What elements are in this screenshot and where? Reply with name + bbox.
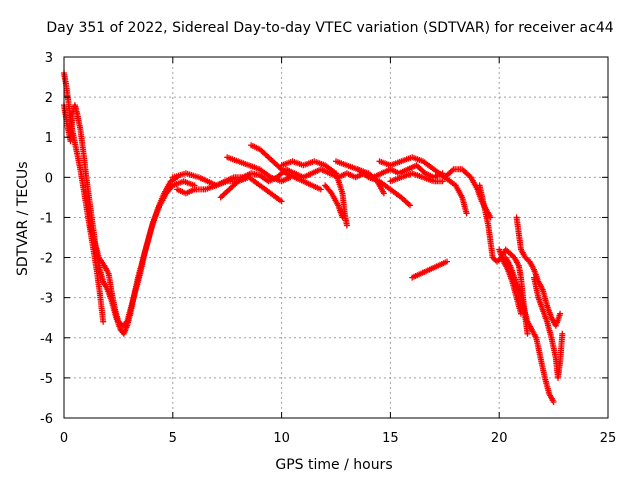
data-track bbox=[322, 182, 346, 221]
y-tick-label: -6 bbox=[40, 412, 53, 427]
data-track bbox=[387, 170, 446, 185]
y-tick-label: -3 bbox=[40, 292, 53, 307]
y-axis-label: SDTVAR / TECUs bbox=[15, 161, 31, 276]
chart-title: Day 351 of 2022, Sidereal Day-to-day VTE… bbox=[46, 20, 614, 36]
y-tick-label: -2 bbox=[40, 252, 53, 267]
x-tick-label: 5 bbox=[169, 431, 177, 446]
plot-background bbox=[64, 57, 608, 418]
y-tick-label: -1 bbox=[40, 211, 53, 226]
data-track bbox=[224, 154, 294, 185]
y-tick-label: -4 bbox=[40, 332, 53, 347]
data-point-markers bbox=[217, 174, 250, 201]
data-track bbox=[354, 166, 413, 209]
x-tick-label: 10 bbox=[273, 431, 290, 446]
data-track bbox=[217, 174, 250, 201]
y-tick-label: 1 bbox=[45, 131, 53, 146]
data-point-markers bbox=[531, 274, 566, 381]
data-point-markers bbox=[322, 182, 346, 221]
data-point-markers bbox=[224, 154, 294, 185]
x-axis-ticks: 0 5 10 15 20 25 bbox=[60, 57, 616, 446]
data-point-markers bbox=[354, 166, 413, 209]
y-tick-label: 0 bbox=[45, 171, 53, 186]
y-tick-label: 3 bbox=[45, 51, 53, 66]
y-tick-label: 2 bbox=[45, 91, 53, 106]
data-point-markers bbox=[502, 254, 557, 405]
data-point-markers bbox=[496, 246, 524, 317]
y-axis-ticks: -6 -5 -4 -3 -2 -1 0 1 2 3 bbox=[40, 51, 608, 427]
data-point-markers bbox=[87, 178, 198, 329]
data-track bbox=[513, 214, 564, 329]
data-point-markers bbox=[387, 170, 446, 185]
data-track bbox=[531, 274, 566, 381]
data-point-markers bbox=[169, 162, 446, 189]
data-point-markers bbox=[278, 158, 350, 229]
data-point-markers bbox=[248, 142, 324, 193]
data-point-markers bbox=[409, 258, 450, 281]
data-track bbox=[87, 178, 198, 329]
grid-lines bbox=[64, 57, 608, 418]
x-tick-label: 0 bbox=[60, 431, 68, 446]
data-track bbox=[278, 158, 350, 229]
data-track bbox=[496, 246, 524, 317]
y-tick-label: -5 bbox=[40, 372, 53, 387]
x-tick-label: 25 bbox=[600, 431, 617, 446]
data-track bbox=[409, 258, 450, 281]
data-track bbox=[376, 154, 470, 217]
data-point-markers bbox=[376, 154, 470, 217]
data-track bbox=[502, 254, 557, 405]
data-track bbox=[169, 162, 446, 189]
x-axis-label: GPS time / hours bbox=[275, 457, 393, 473]
data-point-markers bbox=[513, 214, 564, 329]
x-tick-label: 20 bbox=[491, 431, 508, 446]
x-tick-label: 15 bbox=[382, 431, 399, 446]
data-track bbox=[248, 142, 324, 193]
plot-frame bbox=[63, 56, 609, 419]
